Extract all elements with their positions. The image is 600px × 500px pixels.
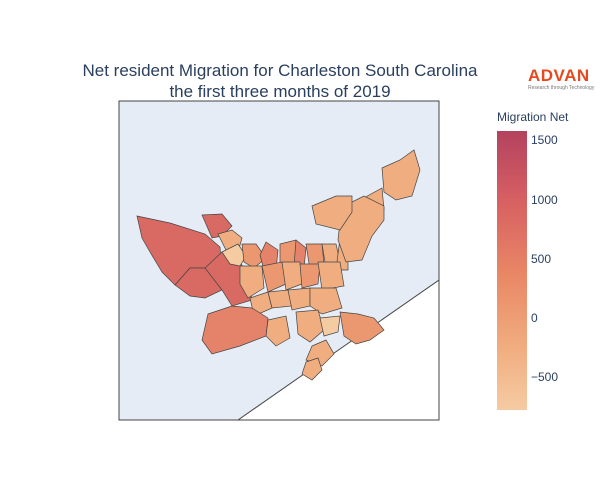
- map-frame: [118, 100, 440, 421]
- colorbar-tick-label: 1000: [531, 192, 558, 207]
- census-tract-region[interactable]: [319, 315, 341, 337]
- census-tract-region[interactable]: [311, 195, 353, 231]
- colorbar: [497, 131, 527, 410]
- logo-wordmark: ADVAN: [528, 66, 590, 85]
- colorbar-tick-label: −500: [531, 369, 559, 384]
- census-tract-region[interactable]: [239, 265, 265, 299]
- colorbar-tick-label: 500: [531, 251, 552, 266]
- chart-title-line2: the first three months of 2019: [169, 82, 391, 101]
- coastline: [237, 279, 439, 420]
- chart-title-line1: Net resident Migration for Charleston So…: [82, 61, 478, 80]
- census-tract-region[interactable]: [299, 263, 321, 289]
- census-tract-region[interactable]: [301, 357, 323, 381]
- census-regions[interactable]: [136, 149, 421, 381]
- census-tract-region[interactable]: [241, 243, 267, 269]
- census-tract-region[interactable]: [309, 287, 343, 315]
- census-tract-region[interactable]: [265, 315, 291, 347]
- census-tract-region[interactable]: [339, 311, 385, 345]
- census-tract-region[interactable]: [221, 243, 247, 267]
- colorbar-tick-label: 0: [531, 310, 538, 325]
- logo-tagline: Research through Technology: [528, 85, 595, 91]
- census-tract-region[interactable]: [381, 149, 421, 201]
- census-tract-region[interactable]: [295, 309, 325, 343]
- census-tract-region[interactable]: [317, 261, 345, 291]
- census-tract-region[interactable]: [287, 287, 311, 311]
- colorbar-tick-label: 1500: [531, 133, 558, 148]
- colorbar-title: Migration Net: [497, 110, 569, 124]
- advan-logo: ADVAN Research through Technology: [528, 66, 595, 92]
- chart-title: Net resident Migration for Charleston So…: [20, 60, 540, 102]
